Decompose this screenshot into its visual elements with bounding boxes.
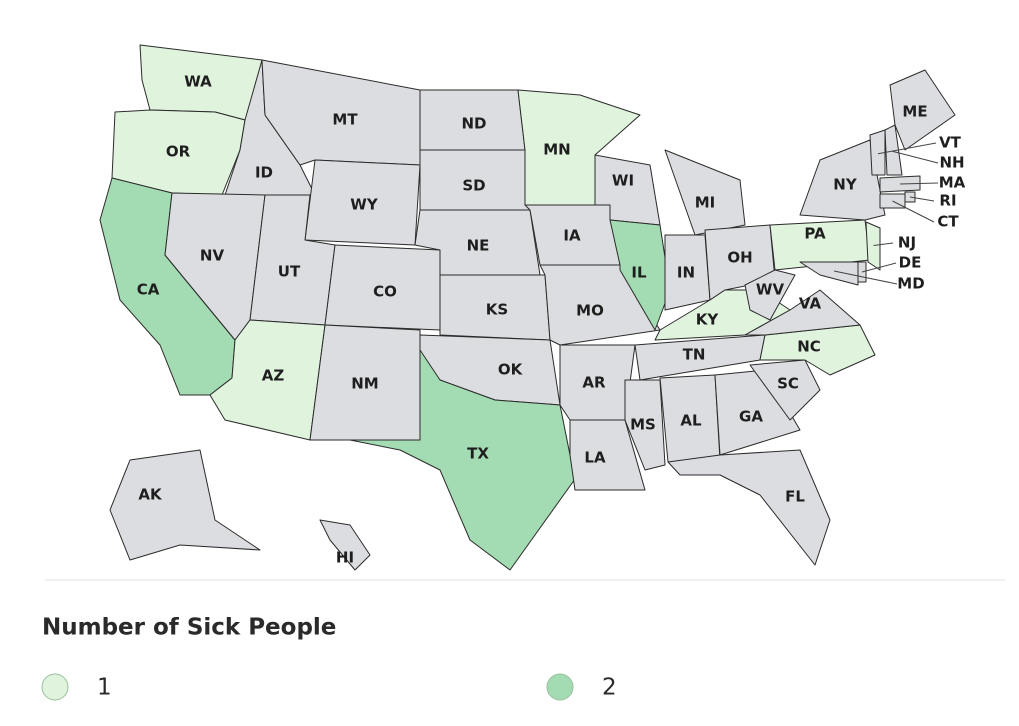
state-label: WA <box>184 73 212 91</box>
state-label: MT <box>332 111 358 129</box>
state-label: WV <box>756 281 785 299</box>
state <box>319 519 371 571</box>
state <box>109 449 261 561</box>
state-label: MD <box>897 275 924 293</box>
state-label: MA <box>939 174 966 192</box>
state <box>624 379 666 471</box>
state-label: CT <box>937 213 959 231</box>
leader-line <box>892 200 935 223</box>
state <box>609 219 671 331</box>
state-label: VA <box>799 295 822 313</box>
state-label: CO <box>373 283 397 301</box>
state-label: TX <box>467 445 489 463</box>
state-label: AL <box>680 412 702 430</box>
state-label: IN <box>677 264 695 282</box>
states <box>99 44 956 571</box>
state <box>349 349 586 571</box>
state-label: MN <box>543 141 570 159</box>
state <box>865 221 881 271</box>
state-label: ID <box>255 164 273 182</box>
state-label: KS <box>486 301 508 319</box>
state-label: ME <box>902 103 927 121</box>
state-label: MO <box>576 302 604 320</box>
state <box>799 261 859 286</box>
state-label: NY <box>833 176 858 194</box>
state <box>714 369 801 456</box>
state-label: MI <box>695 194 716 212</box>
state-label: NJ <box>898 234 916 252</box>
leader-line <box>909 196 935 202</box>
state <box>569 419 646 491</box>
state-label: NV <box>200 247 225 265</box>
state-label: DE <box>899 254 922 272</box>
state <box>744 289 861 336</box>
state-label: GA <box>739 408 763 426</box>
leader-line <box>833 270 898 285</box>
state-label: MS <box>630 416 656 434</box>
state-label: IL <box>631 264 647 282</box>
state <box>869 129 886 176</box>
state-label: NC <box>797 338 821 356</box>
state-label: NE <box>467 237 490 255</box>
state-label: IA <box>563 227 581 245</box>
state-label: AZ <box>262 367 285 385</box>
state-label: ND <box>461 115 486 133</box>
legend-label: 2 <box>602 675 617 701</box>
legend-swatch <box>546 673 574 701</box>
state-label: PA <box>804 225 826 243</box>
state-label: LA <box>584 449 606 467</box>
state-label: CA <box>137 281 160 299</box>
state <box>884 124 903 176</box>
state <box>667 449 831 566</box>
leader-line <box>873 242 894 246</box>
state-label: TN <box>683 346 706 364</box>
state <box>749 359 821 421</box>
leader-line <box>892 150 939 164</box>
state-label: WI <box>612 172 634 190</box>
state <box>799 139 886 221</box>
state-label: RI <box>939 192 956 210</box>
state-label: OH <box>727 249 752 267</box>
leader-line <box>861 262 897 273</box>
state-label: SD <box>462 177 485 195</box>
leader-line <box>899 182 939 185</box>
state-label: AK <box>138 486 163 504</box>
state-label: AR <box>582 374 606 392</box>
legend-label: 1 <box>97 675 112 701</box>
state-label: UT <box>278 263 301 281</box>
state-label: NH <box>939 154 964 172</box>
state-label: FL <box>785 488 805 506</box>
state-label: NM <box>351 375 378 393</box>
leader-line <box>877 142 937 155</box>
state-label: HI <box>336 549 354 567</box>
state <box>744 269 796 321</box>
state-label: SC <box>777 375 799 393</box>
legend-title: Number of Sick People <box>42 615 336 641</box>
state-label: WY <box>350 196 379 214</box>
state-labels: WA OR CA ID MT ND SD WY NV UT CO AZ NM NE KS OK TX MN IA MO… <box>137 73 966 567</box>
state-label: VT <box>939 134 962 152</box>
state-label: OR <box>166 143 191 161</box>
state <box>889 69 956 151</box>
state-label: KY <box>696 311 720 329</box>
legend-swatch <box>41 673 69 701</box>
state <box>664 149 746 236</box>
state-label: OK <box>498 361 524 379</box>
